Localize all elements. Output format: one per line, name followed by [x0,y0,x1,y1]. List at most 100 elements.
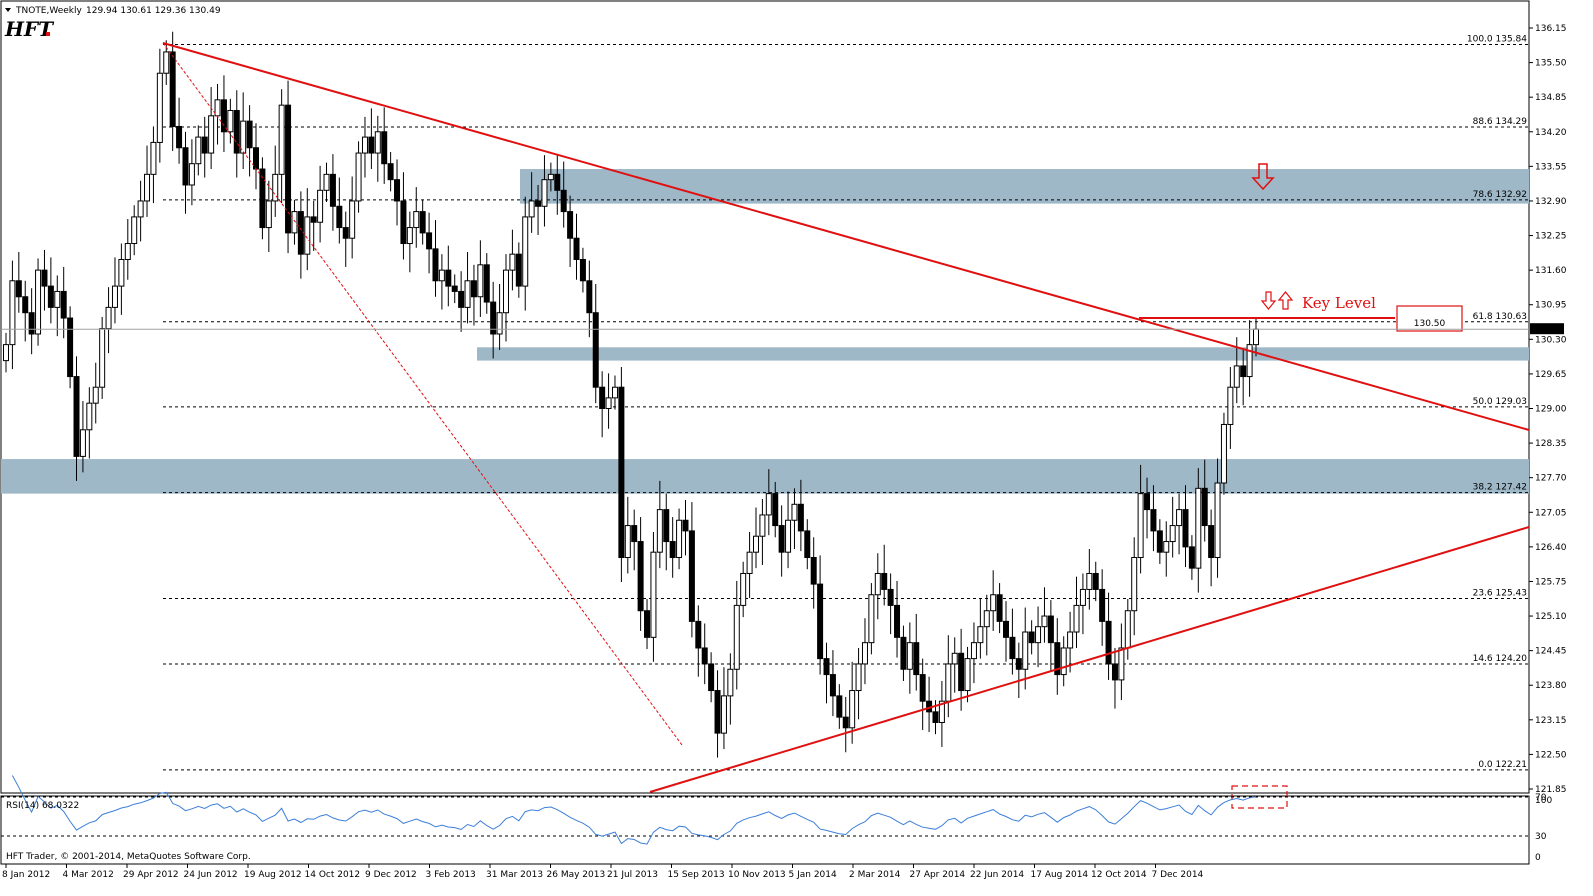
time-tick-label: 19 Aug 2012 [244,870,302,880]
candle-body [1169,525,1176,543]
arrow-down-icon [1251,163,1275,191]
time-tick-label: 2 Mar 2014 [849,870,901,880]
candle-body [797,503,804,532]
candle-body [714,690,721,734]
candle-body [1111,663,1118,681]
candle-body [240,120,247,154]
candle-body [515,253,522,287]
candle-body [1220,423,1227,484]
candle-body [438,269,445,282]
fibonacci-baseline [162,42,683,746]
candle-body [195,136,202,165]
rsi-panel-frame [0,795,1530,865]
chart-symbol-label: TNOTE,Weekly [15,6,83,16]
price-tick-label: 122.50 [1535,750,1567,760]
candle-body [778,525,785,553]
candle-body [317,189,324,223]
candle-body [772,493,779,527]
candle-body [253,147,259,170]
candle-body [528,200,535,218]
candle-body [1150,509,1157,532]
candle-body [9,280,16,346]
candle-body [22,296,29,314]
fib-level-label: 100.0 135.84 [1467,34,1527,44]
candle-body [374,131,381,154]
candle-body [92,386,99,404]
candle-body [881,572,888,590]
price-tick-label: 121.85 [1535,785,1567,795]
candle-body [387,163,394,181]
supply-demand-zone [477,347,1529,361]
candle-body [855,663,862,692]
rsi-tick-label: 100 [1535,796,1552,806]
price-tick-label: 129.65 [1535,370,1567,380]
candle-body [41,269,48,287]
supply-demand-zone [1,459,1529,494]
candle-body [163,51,170,74]
time-tick-label: 24 Jun 2012 [184,870,238,880]
fib-level-label: 0.0 122.21 [1478,760,1527,770]
candle-body [220,99,227,133]
candle-body [79,429,86,457]
candle-body [477,264,484,298]
candle-body [86,402,93,431]
time-tick-label: 21 Jul 2013 [607,870,658,880]
candle-body [208,115,215,154]
candle-body [785,519,792,553]
key-level-price-box [1396,305,1463,332]
candle-body [753,535,759,553]
candle-body [618,386,625,559]
price-tick-label: 130.95 [1535,301,1567,311]
candle-body [214,99,221,117]
candle-body [586,280,593,314]
candle-body [560,189,567,213]
chart-dropdown-icon[interactable] [5,8,11,12]
price-tick-label: 132.25 [1535,232,1567,242]
candle-body [554,173,561,191]
price-tick-label: 136.15 [1535,24,1567,34]
candle-body [823,658,830,676]
candle-body [1240,365,1247,378]
candle-body [1073,604,1080,633]
candle-body [451,285,458,292]
candle-body [432,248,439,282]
candle-body [361,136,368,154]
candle-body [1233,365,1240,388]
candle-body [1214,482,1221,559]
ascending-trendline [649,526,1530,793]
time-tick-label: 22 Jun 2014 [970,870,1024,880]
price-tick-label: 134.85 [1535,93,1567,103]
time-tick-label: 31 Mar 2013 [486,870,543,880]
candle-body [599,386,606,409]
candle-body [573,237,580,260]
candle-body [849,690,856,729]
price-tick-label: 123.80 [1535,681,1567,691]
fibonacci-layer: 100.0 135.84 88.6 134.29 78.6 132.92 61.8 1… [163,34,1529,771]
price-tick-label: 125.75 [1535,577,1567,587]
candle-body [426,232,433,250]
candle-body [983,610,990,628]
candle-body [1028,631,1035,644]
candle-body [54,290,61,308]
zones-layer [1,169,1529,494]
candle-body [406,227,413,245]
price-tick-label: 128.35 [1535,439,1567,449]
candle-body [413,211,420,229]
candle-body [272,173,279,202]
candle-body [99,328,106,388]
candle-body [861,642,868,665]
candle-body [740,572,747,606]
candle-body [182,147,189,186]
candle-body [996,594,1003,622]
candle-body [579,258,586,282]
candle-body [227,109,234,133]
price-axis: 136.15 135.50 134.85 134.20 133.55 132.90 132.… [1529,24,1567,795]
fib-level-label: 38.2 127.42 [1473,483,1527,493]
candle-body [470,280,477,298]
candle-body [310,216,317,223]
candle-body [483,264,490,303]
candle-body [188,163,195,186]
candle-body [836,695,843,718]
candle-body [176,125,183,149]
candle-body [977,626,984,644]
